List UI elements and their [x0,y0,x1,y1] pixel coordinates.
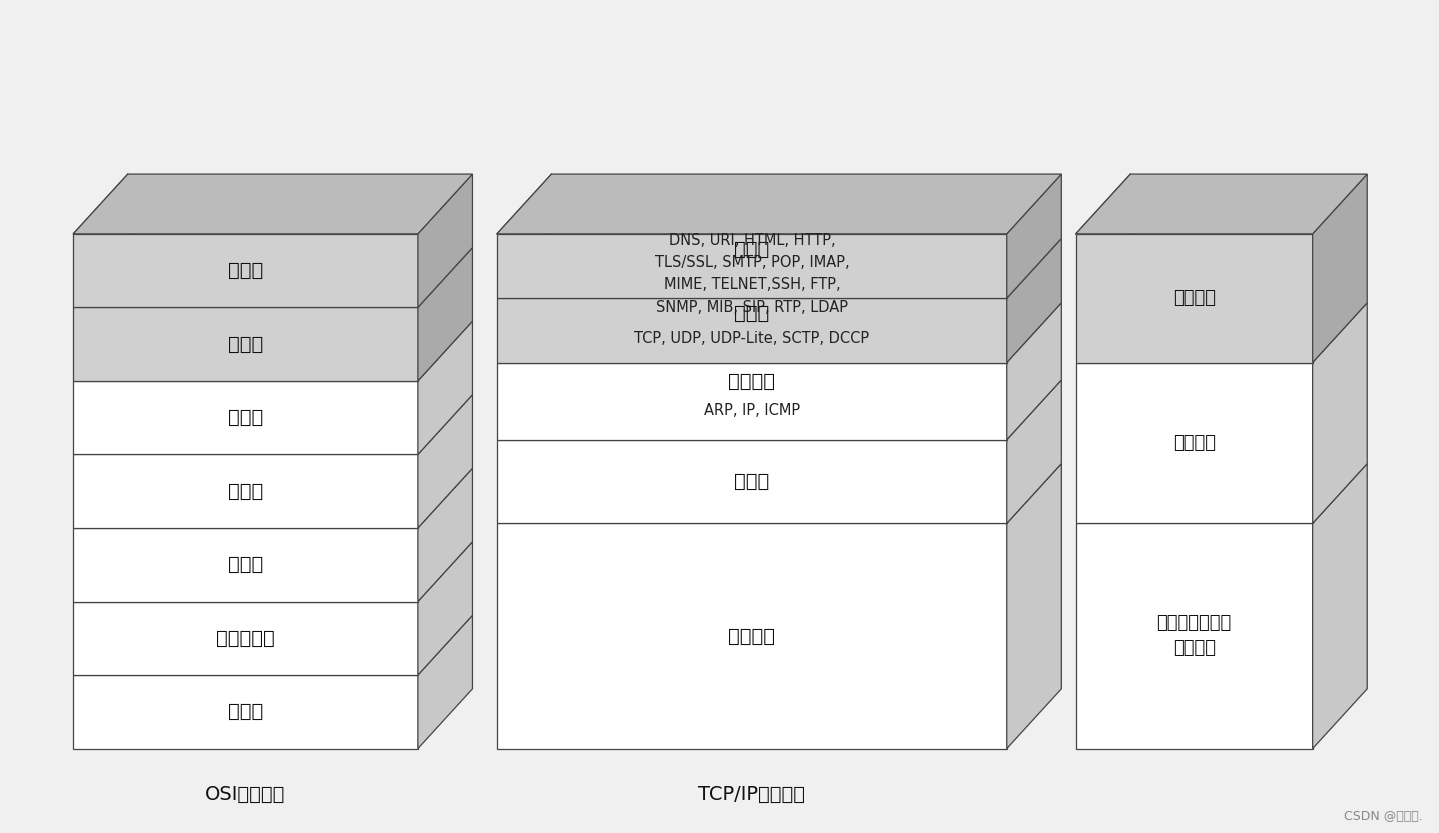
Polygon shape [496,440,1007,523]
Text: 互联网层: 互联网层 [728,372,776,391]
Text: 应用程序: 应用程序 [1173,289,1216,307]
Polygon shape [417,541,472,675]
Polygon shape [73,675,417,749]
Polygon shape [1007,174,1062,298]
Polygon shape [496,523,1007,749]
Polygon shape [1076,234,1312,362]
Polygon shape [73,381,417,455]
Polygon shape [1076,362,1312,523]
Polygon shape [1007,380,1062,523]
Polygon shape [417,247,472,381]
Text: TCP/IP分层模型: TCP/IP分层模型 [698,785,806,804]
Polygon shape [496,174,1062,234]
Text: （硬件）: （硬件） [728,626,776,646]
Polygon shape [496,234,1007,298]
Polygon shape [73,234,417,307]
Polygon shape [73,528,417,601]
Polygon shape [73,307,417,381]
Polygon shape [73,174,472,234]
Polygon shape [1007,238,1062,362]
Text: DNS, URI, HTML, HTTP,
TLS/SSL, SMTP, POP, IMAP,
MIME, TELNET,SSH, FTP,
SNMP, MIB: DNS, URI, HTML, HTTP, TLS/SSL, SMTP, POP… [655,233,849,315]
Text: 应用层: 应用层 [227,261,263,280]
Polygon shape [417,395,472,528]
Polygon shape [1312,302,1367,523]
Text: 传输层: 传输层 [227,481,263,501]
Text: CSDN @黄花菜.: CSDN @黄花菜. [1344,811,1423,823]
Polygon shape [417,468,472,601]
Polygon shape [1076,174,1367,234]
Polygon shape [496,298,1007,362]
Polygon shape [1007,464,1062,749]
Text: 传输层: 传输层 [734,304,770,323]
Polygon shape [496,362,1007,440]
Text: ARP, IP, ICMP: ARP, IP, ICMP [704,403,800,418]
Polygon shape [1312,174,1367,362]
Text: OSI参考模型: OSI参考模型 [206,785,286,804]
Text: 表示层: 表示层 [227,335,263,354]
Text: 网卡层: 网卡层 [734,472,770,491]
Polygon shape [1312,464,1367,749]
Polygon shape [417,174,472,307]
Polygon shape [1007,302,1062,440]
Text: 物理层: 物理层 [227,702,263,721]
Polygon shape [73,455,417,528]
Text: 应用层: 应用层 [734,240,770,259]
Text: 设备驱动程序与
网络接口: 设备驱动程序与 网络接口 [1157,615,1232,657]
Text: TCP, UDP, UDP-Lite, SCTP, DCCP: TCP, UDP, UDP-Lite, SCTP, DCCP [635,331,869,346]
Text: 数据链路层: 数据链路层 [216,629,275,648]
Polygon shape [417,616,472,749]
Text: 网络层: 网络层 [227,556,263,574]
Polygon shape [1076,523,1312,749]
Text: 操作系统: 操作系统 [1173,434,1216,452]
Polygon shape [417,322,472,455]
Polygon shape [73,601,417,675]
Text: 会话层: 会话层 [227,408,263,427]
